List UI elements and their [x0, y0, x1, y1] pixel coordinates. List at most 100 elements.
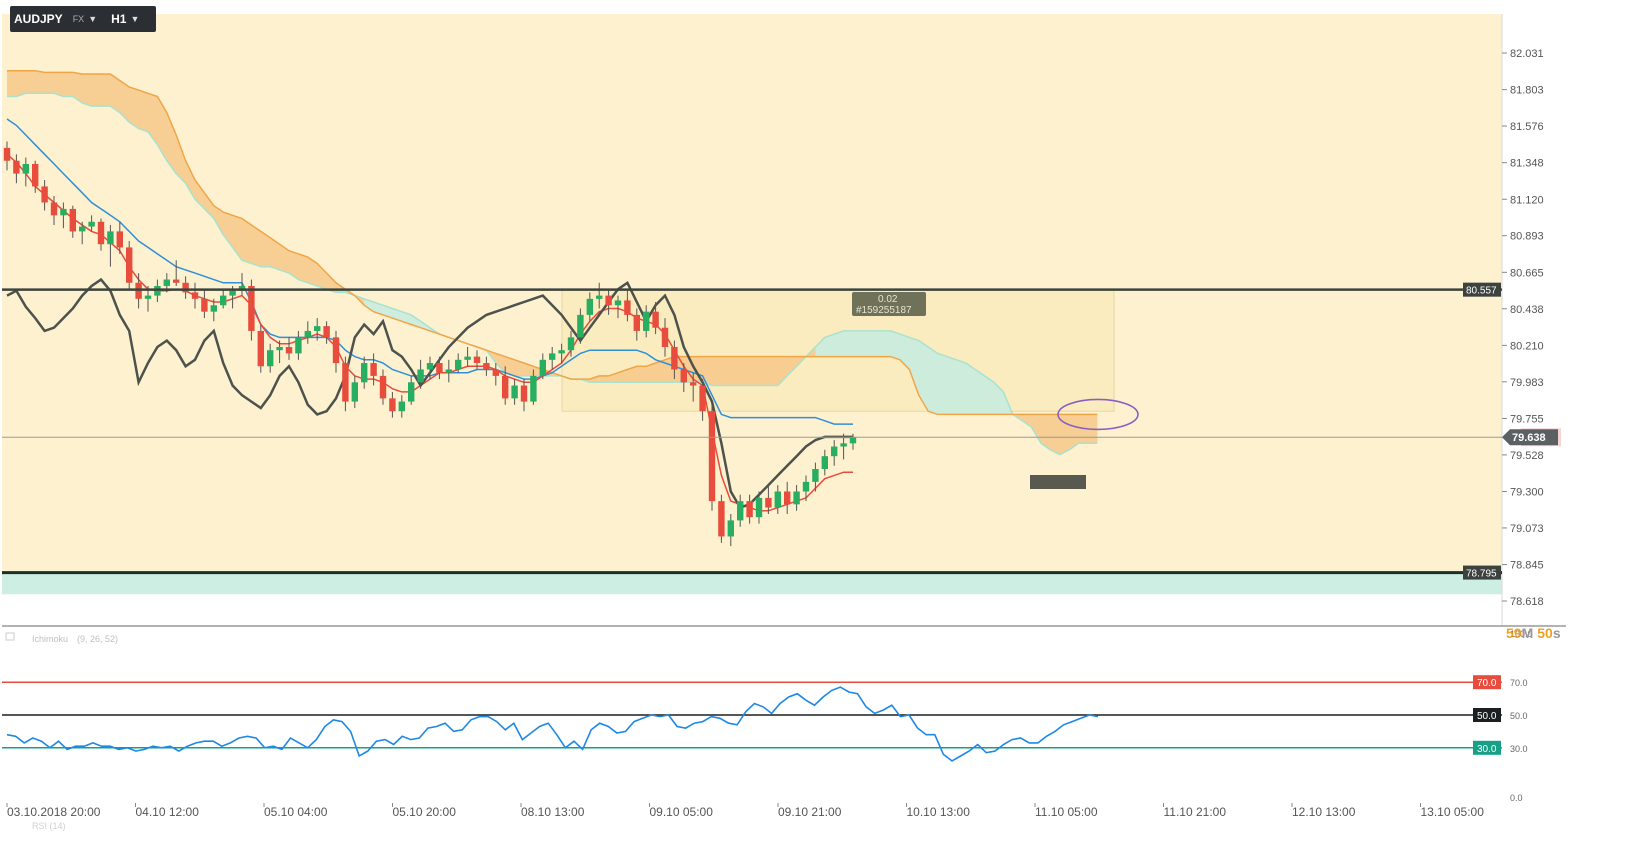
candle-body [97, 221, 105, 245]
x-tick-label: 05.10 20:00 [393, 805, 457, 819]
candle [690, 372, 697, 402]
candle [680, 363, 687, 392]
indicator-params: (9, 26, 52) [77, 634, 118, 644]
y-tick-label: 78.618 [1510, 596, 1544, 608]
symbol-toolbar[interactable]: AUDJPY FX ▼ H1 ▼ [10, 6, 156, 32]
candle-body [652, 311, 659, 328]
level-price-label: 78.795 [1466, 569, 1497, 580]
candle-body [831, 446, 838, 457]
candle-body [314, 326, 321, 331]
candle-body [614, 300, 622, 306]
candle-body [520, 385, 528, 402]
candle-body [69, 208, 76, 232]
x-tick-label: 09.10 05:00 [650, 805, 714, 819]
candle-body [144, 295, 152, 299]
y-tick-label: 79.528 [1510, 450, 1544, 462]
candle [549, 346, 556, 370]
price-grid [2, 625, 1566, 641]
indicator-icon [5, 632, 15, 641]
candle [389, 391, 396, 418]
candle-body [201, 298, 208, 312]
cloud-segment [364, 298, 440, 335]
candle-body [558, 350, 565, 354]
candle [821, 449, 828, 476]
senkou-span-b-line [7, 92, 1098, 456]
y-tick-label: 80.210 [1510, 340, 1544, 352]
chevron-down-icon[interactable]: ▼ [130, 14, 140, 24]
candle [210, 298, 217, 322]
candle-body [727, 520, 734, 537]
candle-body [13, 160, 20, 174]
candle-body [633, 314, 640, 331]
candle-body [765, 497, 772, 508]
candle [332, 330, 340, 373]
candle [473, 350, 481, 370]
candle [79, 221, 86, 245]
candle-body [229, 290, 236, 296]
candle-body [32, 163, 39, 187]
candle [671, 340, 678, 380]
candle-body [793, 491, 800, 505]
candle [417, 359, 424, 389]
current-price-badge [1502, 429, 1558, 446]
y-tick-label: 81.576 [1510, 121, 1544, 133]
candle [755, 491, 763, 524]
candle [614, 295, 622, 319]
candle-body [210, 305, 217, 312]
horizontal-levels[interactable]: 80.557 78.795 79.638 [2, 282, 1561, 580]
candle-body [849, 437, 857, 444]
chevron-down-icon[interactable]: ▼ [88, 14, 98, 24]
y-tick-label: 82.031 [1510, 48, 1544, 60]
candle-body [398, 401, 405, 412]
candle [323, 321, 330, 344]
x-tick-label: 11.10 05:00 [1035, 805, 1098, 819]
candle-body [304, 330, 311, 338]
candle [276, 340, 283, 364]
timeframe-selector[interactable]: H1 [111, 12, 127, 26]
level-price-label: 80.557 [1466, 286, 1497, 297]
candle-body [690, 382, 697, 386]
candle [520, 379, 528, 412]
time-axis[interactable]: 03.10.2018 20:00 04.10 12:00 05.10 04:00 05… [6, 803, 1484, 819]
candle-body [332, 337, 340, 364]
current-price-label: 79.638 [1512, 432, 1546, 444]
candle-body [483, 363, 490, 370]
candle-body [577, 314, 584, 338]
x-tick-label: 12.10 13:00 [1292, 805, 1356, 819]
rsi-line [6, 686, 1099, 762]
symbol-name[interactable]: AUDJPY [14, 12, 63, 26]
candle-body [182, 282, 189, 293]
candle [3, 141, 11, 171]
candle [88, 215, 95, 232]
candle-body [455, 359, 462, 370]
price-axis[interactable]: 82.031 81.803 81.576 81.348 81.120 80.893 80.6… [1502, 48, 1544, 608]
candle [539, 353, 546, 380]
candle [718, 494, 725, 543]
candle-body [755, 497, 763, 518]
candle-body [699, 385, 706, 412]
rsi-level-badge [1473, 708, 1501, 722]
candle [849, 433, 857, 450]
y-tick-label: 79.755 [1510, 413, 1544, 425]
highlight-ellipse [1057, 398, 1139, 431]
candle [567, 330, 575, 357]
candle [445, 359, 452, 383]
rsi-tick-label: 30.0 [1510, 744, 1528, 754]
candle [502, 366, 509, 405]
candle-body [784, 491, 791, 505]
candle-body [285, 346, 293, 354]
order-label-box [852, 292, 926, 316]
candle-body [511, 385, 518, 399]
candle-body [812, 469, 819, 482]
candle [69, 205, 76, 238]
rsi-tick-label: 0.0 [1510, 793, 1523, 803]
candle-body [680, 369, 687, 383]
candle-body [426, 363, 434, 370]
order-volume: 0.02 [878, 294, 898, 305]
candle [558, 343, 565, 364]
candle-body [661, 327, 669, 347]
rsi-tick-label: 100.0 [1510, 629, 1533, 639]
candle [840, 433, 847, 460]
candle-body [50, 202, 58, 216]
